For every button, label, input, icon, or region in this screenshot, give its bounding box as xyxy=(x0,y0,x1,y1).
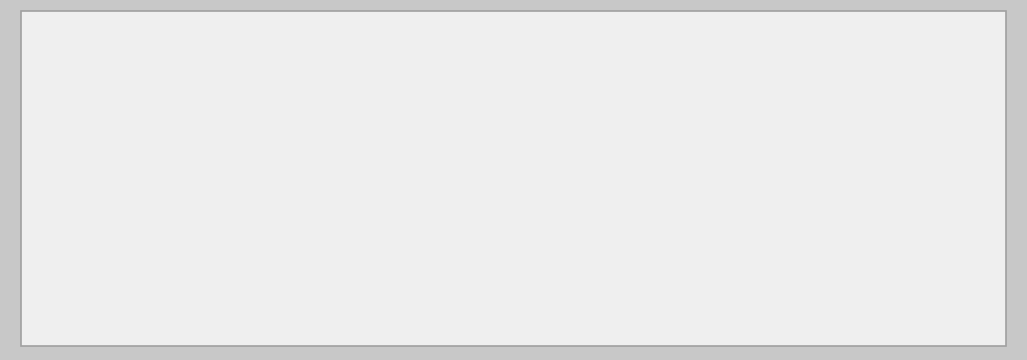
FancyBboxPatch shape xyxy=(50,272,366,339)
Text: Transcription:: Transcription: xyxy=(60,155,218,174)
Text: 5’. This segment of DNA is from the beginning of a gene.: 5’. This segment of DNA is from the begi… xyxy=(60,85,636,103)
Text: The order of bases on the template strand of DNA is 3’ CCTACGGACGA: The order of bases on the template stran… xyxy=(60,27,774,46)
Text: Indicate which end is 3’ and which is 5’ like the template example: Indicate which end is 3’ and which is 5’… xyxy=(60,205,727,224)
Text: What is the sequence of nucleotides in the mRNA?: What is the sequence of nucleotides in t… xyxy=(205,155,724,174)
Text: shows.: shows. xyxy=(60,255,129,274)
